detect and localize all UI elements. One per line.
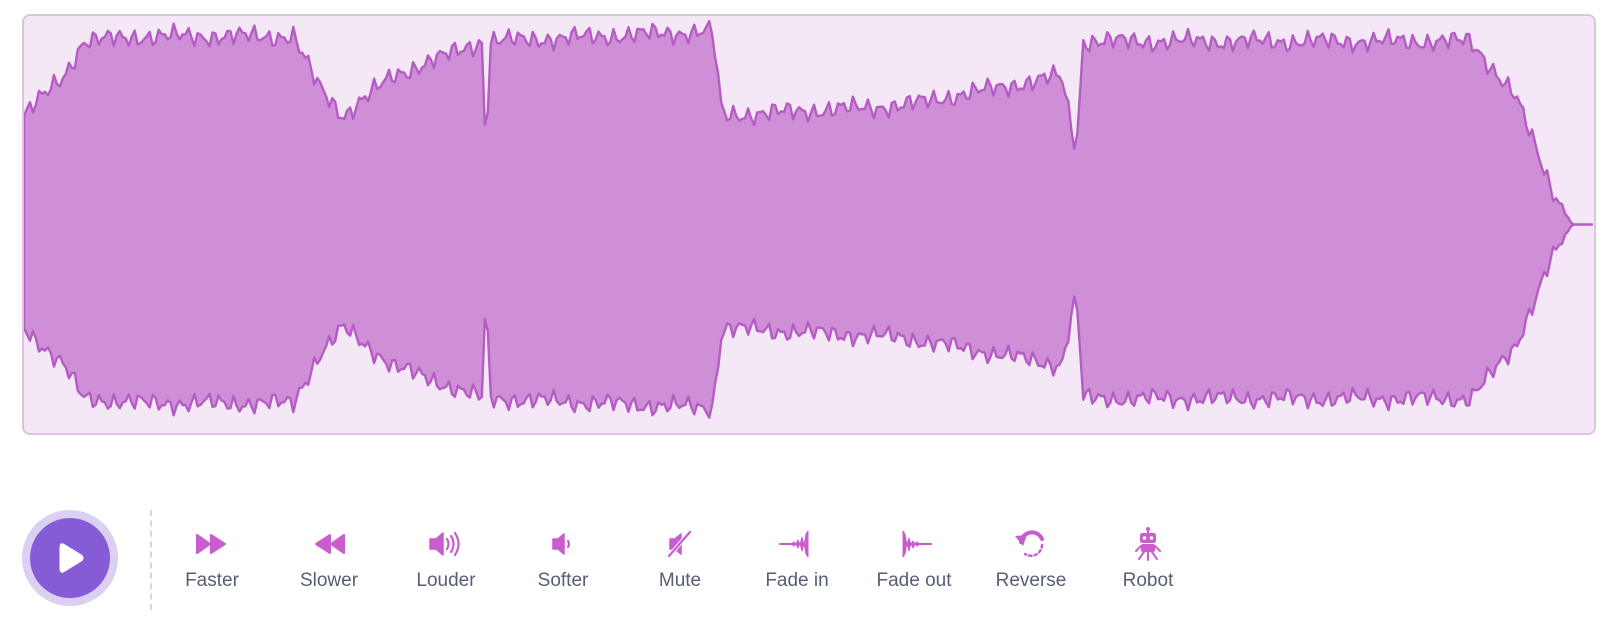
effect-label: Robot: [1122, 570, 1174, 591]
fade-in-icon: [777, 524, 817, 564]
sound-waveform[interactable]: [22, 14, 1596, 435]
rewind-icon: [309, 524, 349, 564]
waveform-graphic: [24, 19, 1594, 419]
play-button-core: [30, 518, 110, 598]
effect-button-slower[interactable]: Slower: [269, 518, 389, 608]
effect-label: Mute: [658, 570, 702, 591]
effect-button-louder[interactable]: Louder: [386, 518, 506, 608]
waveform-shape: [24, 19, 1594, 419]
effect-button-fade-out[interactable]: Fade out: [854, 518, 974, 608]
effect-label: Reverse: [995, 570, 1067, 591]
effect-label: Louder: [416, 570, 476, 591]
fade-out-icon: [894, 524, 934, 564]
effect-label: Fade in: [765, 570, 829, 591]
toolbar-divider: [150, 510, 152, 610]
fast-forward-icon: [192, 524, 232, 564]
effect-label: Faster: [185, 570, 239, 591]
effect-button-mute[interactable]: Mute: [620, 518, 740, 608]
effect-button-softer[interactable]: Softer: [503, 518, 623, 608]
reverse-icon: [1011, 524, 1051, 564]
effect-button-reverse[interactable]: Reverse: [971, 518, 1091, 608]
speaker-mute-icon: [660, 524, 700, 564]
effect-button-fade-in[interactable]: Fade in: [737, 518, 857, 608]
effect-label: Slower: [299, 570, 359, 591]
effect-label: Fade out: [876, 570, 952, 591]
play-icon: [59, 543, 84, 573]
speaker-loud-icon: [426, 524, 466, 564]
play-button[interactable]: [22, 510, 118, 606]
speaker-soft-icon: [543, 524, 583, 564]
effect-button-robot[interactable]: Robot: [1088, 518, 1208, 608]
effect-label: Softer: [537, 570, 589, 591]
robot-icon: [1128, 524, 1168, 564]
effect-button-faster[interactable]: Faster: [152, 518, 272, 608]
